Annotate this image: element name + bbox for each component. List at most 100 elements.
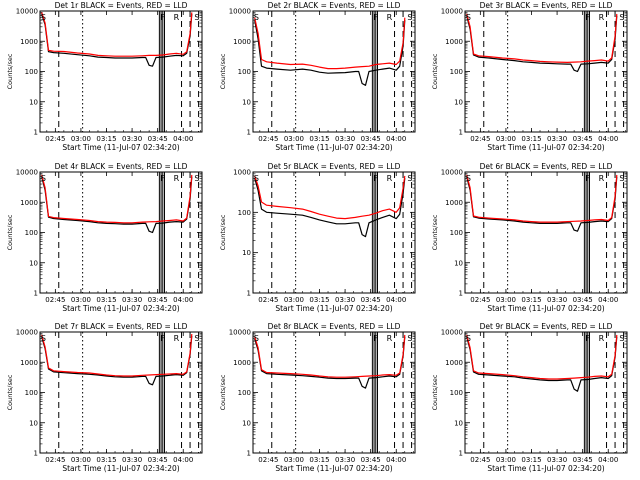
x-tick-label: 03:00 bbox=[71, 135, 91, 143]
x-tick-label: 03:00 bbox=[284, 456, 304, 464]
y-tick-label: 10000 bbox=[441, 329, 463, 337]
y-tick-label: 100 bbox=[450, 229, 463, 237]
x-tick-label: 02:45 bbox=[470, 296, 490, 304]
y-tick-label: 10000 bbox=[16, 8, 38, 16]
annotation-label: S bbox=[41, 334, 46, 343]
panel-det-7: Det 7r BLACK = Events, RED = LLD 1 10 100 10… bbox=[6, 322, 203, 473]
y-tick-label: 10 bbox=[242, 98, 251, 106]
series-line-lld bbox=[466, 13, 618, 64]
series-line-lld bbox=[41, 174, 193, 224]
y-tick-label: 10 bbox=[29, 259, 38, 267]
panel-det-9: Det 9r BLACK = Events, RED = LLD 1 10 100 10… bbox=[431, 322, 628, 473]
series-line-events bbox=[466, 176, 618, 232]
x-axis-label: Start Time (11-Jul-07 02:34:20) bbox=[62, 143, 179, 152]
y-tick-label: 1 bbox=[459, 450, 463, 458]
y-tick-label: 1 bbox=[459, 290, 463, 298]
x-tick-label: 03:30 bbox=[335, 456, 355, 464]
annotation-label: S bbox=[466, 334, 471, 343]
y-tick-label: 1 bbox=[247, 450, 251, 458]
annotation-label: R bbox=[599, 174, 605, 183]
y-tick-label: 100 bbox=[25, 229, 38, 237]
annotation-label: R bbox=[599, 334, 605, 343]
y-tick-label: 1 bbox=[34, 129, 38, 137]
y-tick-label: 10000 bbox=[441, 8, 463, 16]
y-tick-label: 1000 bbox=[445, 199, 463, 207]
y-tick-label: 100 bbox=[450, 389, 463, 397]
annotation-label: R bbox=[387, 334, 393, 343]
annotation-label: S bbox=[619, 174, 624, 183]
annotation-label: F bbox=[373, 13, 378, 22]
x-tick-label: 04:00 bbox=[173, 135, 193, 143]
y-tick-label: 100 bbox=[238, 389, 251, 397]
series-line-lld bbox=[41, 12, 193, 57]
annotation-label: S bbox=[194, 174, 199, 183]
y-axis-label: Counts/sec bbox=[219, 53, 227, 89]
x-axis-label: Start Time (11-Jul-07 02:34:20) bbox=[275, 464, 392, 473]
x-tick-label: 03:30 bbox=[122, 456, 142, 464]
x-tick-label: 03:45 bbox=[148, 135, 168, 143]
annotation-label: S bbox=[194, 334, 199, 343]
panel-det-3: Det 3r BLACK = Events, RED = LLD 1 10 100 10… bbox=[431, 1, 628, 152]
series-line-events bbox=[466, 336, 618, 392]
x-tick-label: 03:00 bbox=[71, 456, 91, 464]
series-line-lld bbox=[466, 174, 618, 223]
y-tick-label: 10 bbox=[29, 98, 38, 106]
y-tick-label: 1 bbox=[34, 290, 38, 298]
x-axis-label: Start Time (11-Jul-07 02:34:20) bbox=[487, 304, 604, 313]
x-tick-label: 03:00 bbox=[496, 456, 516, 464]
y-tick-label: 100 bbox=[450, 68, 463, 76]
x-tick-label: 03:00 bbox=[284, 296, 304, 304]
x-tick-label: 03:00 bbox=[284, 135, 304, 143]
x-tick-label: 02:45 bbox=[470, 456, 490, 464]
annotation-label: F bbox=[373, 334, 378, 343]
plot-frame bbox=[252, 171, 416, 294]
x-tick-label: 03:00 bbox=[496, 296, 516, 304]
annotation-label: S bbox=[407, 174, 412, 183]
series-line-events bbox=[254, 336, 406, 389]
annotation-label: F bbox=[585, 334, 590, 343]
x-tick-label: 03:30 bbox=[547, 135, 567, 143]
x-tick-label: 03:15 bbox=[521, 135, 541, 143]
annotation-label: R bbox=[387, 174, 393, 183]
x-axis-label: Start Time (11-Jul-07 02:34:20) bbox=[487, 143, 604, 152]
y-tick-label: 10 bbox=[454, 419, 463, 427]
y-tick-label: 10000 bbox=[229, 329, 251, 337]
y-tick-label: 1 bbox=[247, 290, 251, 298]
annotation-label: S bbox=[466, 174, 471, 183]
y-tick-label: 10000 bbox=[229, 8, 251, 16]
x-tick-label: 03:30 bbox=[122, 135, 142, 143]
x-tick-label: 03:45 bbox=[573, 456, 593, 464]
y-tick-label: 10 bbox=[454, 98, 463, 106]
plot-frame bbox=[39, 171, 203, 294]
y-tick-label: 1000 bbox=[445, 38, 463, 46]
x-tick-label: 03:15 bbox=[309, 296, 329, 304]
plot-frame bbox=[252, 331, 416, 454]
x-tick-label: 04:00 bbox=[386, 135, 406, 143]
x-tick-label: 04:00 bbox=[173, 456, 193, 464]
y-tick-label: 10000 bbox=[16, 169, 38, 177]
x-tick-label: 03:30 bbox=[335, 296, 355, 304]
x-tick-label: 02:45 bbox=[258, 135, 278, 143]
y-tick-label: 100 bbox=[238, 68, 251, 76]
annotation-label: S bbox=[254, 174, 259, 183]
annotation-label: S bbox=[619, 13, 624, 22]
y-axis-label: Counts/sec bbox=[6, 53, 14, 89]
annotation-label: S bbox=[41, 174, 46, 183]
y-tick-label: 1000 bbox=[233, 359, 251, 367]
x-tick-label: 02:45 bbox=[45, 135, 65, 143]
series-line-events bbox=[466, 15, 618, 73]
x-tick-label: 04:00 bbox=[386, 456, 406, 464]
annotation-label: F bbox=[160, 13, 165, 22]
panel-title: Det 4r BLACK = Events, RED = LLD bbox=[55, 162, 188, 171]
annotation-label: R bbox=[599, 13, 605, 22]
annotation-label: F bbox=[160, 174, 165, 183]
annotation-label: S bbox=[254, 334, 259, 343]
y-tick-label: 1000 bbox=[20, 38, 38, 46]
panel-title: Det 5r BLACK = Events, RED = LLD bbox=[268, 162, 401, 171]
x-tick-label: 03:45 bbox=[573, 296, 593, 304]
y-axis-label: Counts/sec bbox=[431, 214, 439, 250]
annotation-label: R bbox=[174, 13, 180, 22]
annotation-label: F bbox=[585, 13, 590, 22]
annotation-label: S bbox=[466, 13, 471, 22]
x-tick-label: 03:45 bbox=[361, 135, 381, 143]
